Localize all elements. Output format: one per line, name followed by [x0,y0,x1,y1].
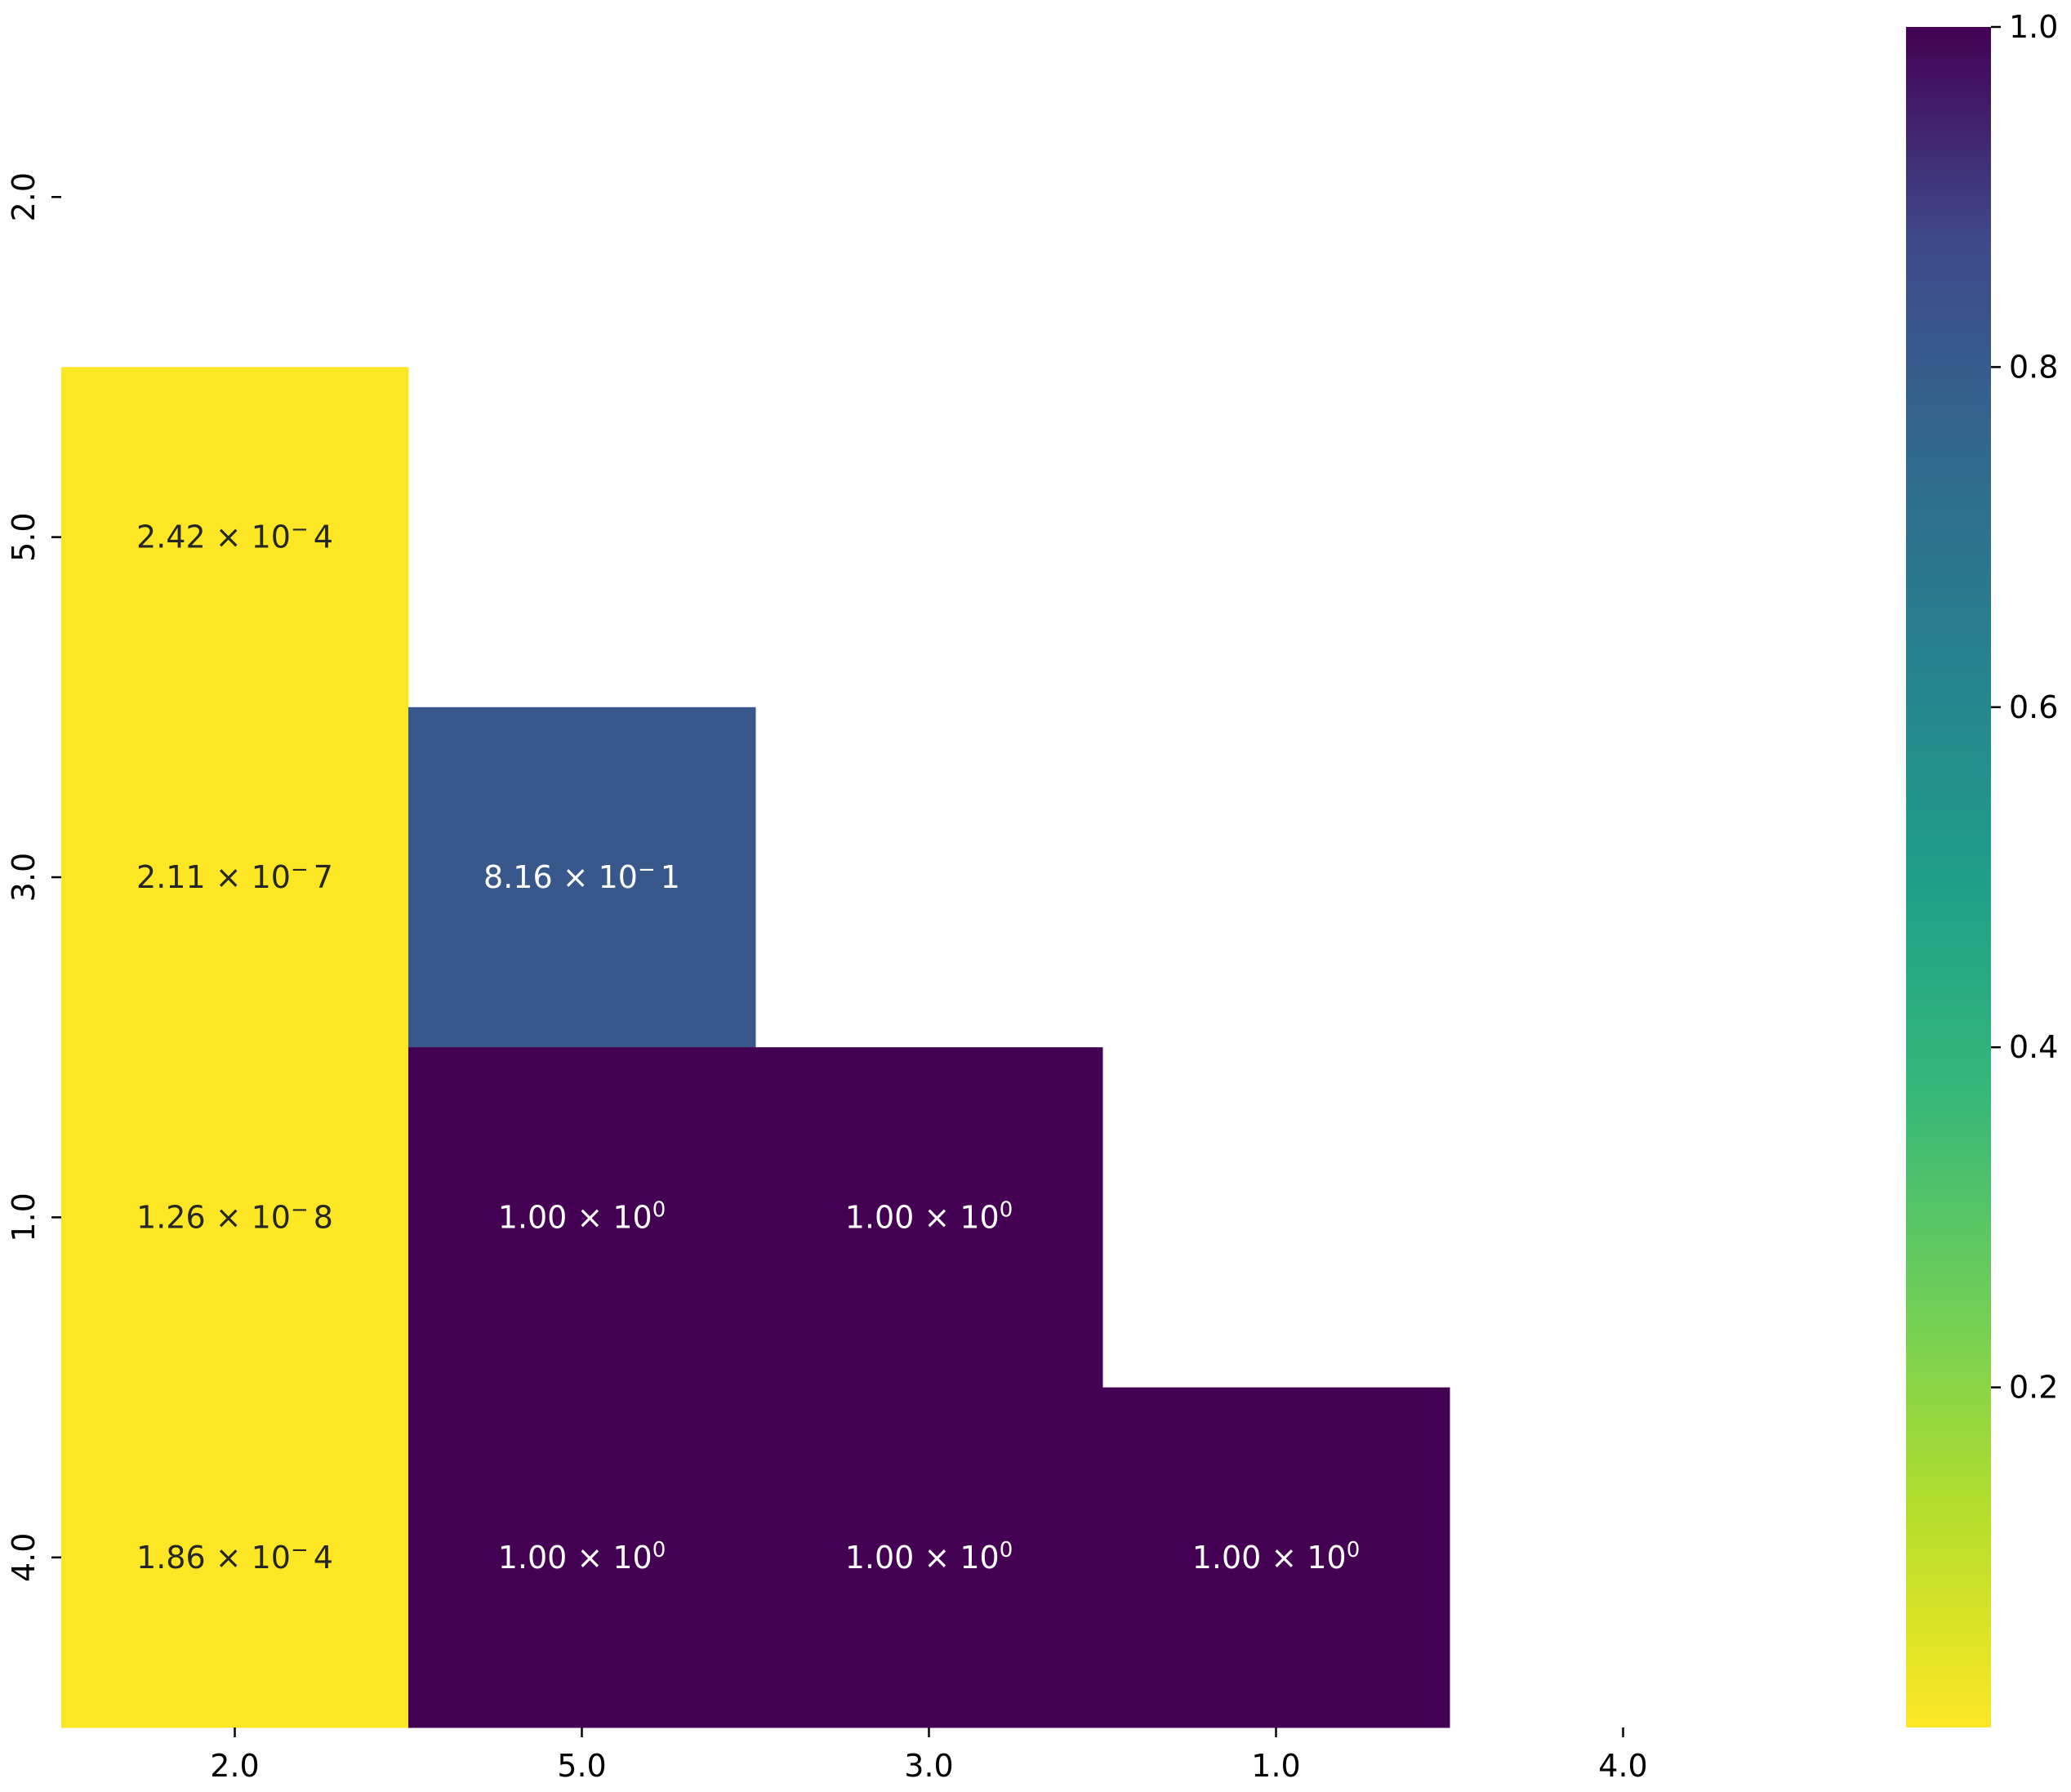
heatmap-cell [61,707,409,1048]
y-tick-label: 3.0 [6,853,42,902]
heatmap-cell [755,1047,1103,1389]
heatmap-cell [408,1387,756,1728]
heatmap-cell-labels: 2.42 × 10− 4 2.11 × 10− 7 8.16 × 10− 1 1.26 × … [136,518,1360,1576]
colorbar-tick-label: 0.6 [2009,689,2058,725]
cell-value-label: 8.16 × 10− 1 [483,858,680,895]
cell-value-label: 1.00 × 100 [498,1197,666,1235]
y-tick-label: 1.0 [6,1192,42,1241]
y-tick-label: 5.0 [6,512,42,561]
cell-value-label: 2.11 × 10− 7 [136,858,333,895]
heatmap-cell [755,1387,1103,1728]
colorbar-tick-label: 0.2 [2009,1370,2058,1406]
cell-value-label: 1.00 × 100 [1192,1538,1361,1576]
heatmap-cell [408,707,756,1048]
x-tick-label: 5.0 [557,1748,606,1784]
cell-value-label: 1.00 × 100 [845,1538,1013,1576]
colorbar-tick-label: 0.8 [2009,349,2058,385]
cell-value-label: 1.00 × 100 [845,1197,1013,1235]
cell-value-label: 1.86 × 10− 4 [136,1538,333,1576]
cell-value-label: 1.00 × 100 [498,1538,666,1576]
heatmap-cell [61,1047,409,1389]
colorbar: 0.2 0.4 0.6 0.8 1.0 [1906,9,2058,1727]
y-axis: 2.0 5.0 3.0 1.0 4.0 [6,172,61,1582]
heatmap-cell [61,1387,409,1728]
x-tick-label: 4.0 [1598,1748,1647,1784]
x-tick-label: 3.0 [904,1748,953,1784]
x-tick-label: 1.0 [1251,1748,1300,1784]
heatmap-cell [408,1047,756,1389]
colorbar-tick-label: 1.0 [2009,9,2058,45]
x-axis: 2.0 5.0 3.0 1.0 4.0 [210,1727,1648,1784]
heatmap-cells [61,367,1450,1728]
cell-value-label: 2.42 × 10− 4 [136,518,333,555]
y-tick-label: 4.0 [6,1533,42,1582]
heatmap-cell [1102,1387,1450,1728]
heatmap-cell [61,367,409,708]
cell-value-label: 1.26 × 10− 8 [136,1197,333,1235]
colorbar-tick-label: 0.4 [2009,1029,2058,1065]
x-tick-label: 2.0 [210,1748,259,1784]
colorbar-gradient [1906,27,1991,1727]
y-tick-label: 2.0 [6,172,42,221]
